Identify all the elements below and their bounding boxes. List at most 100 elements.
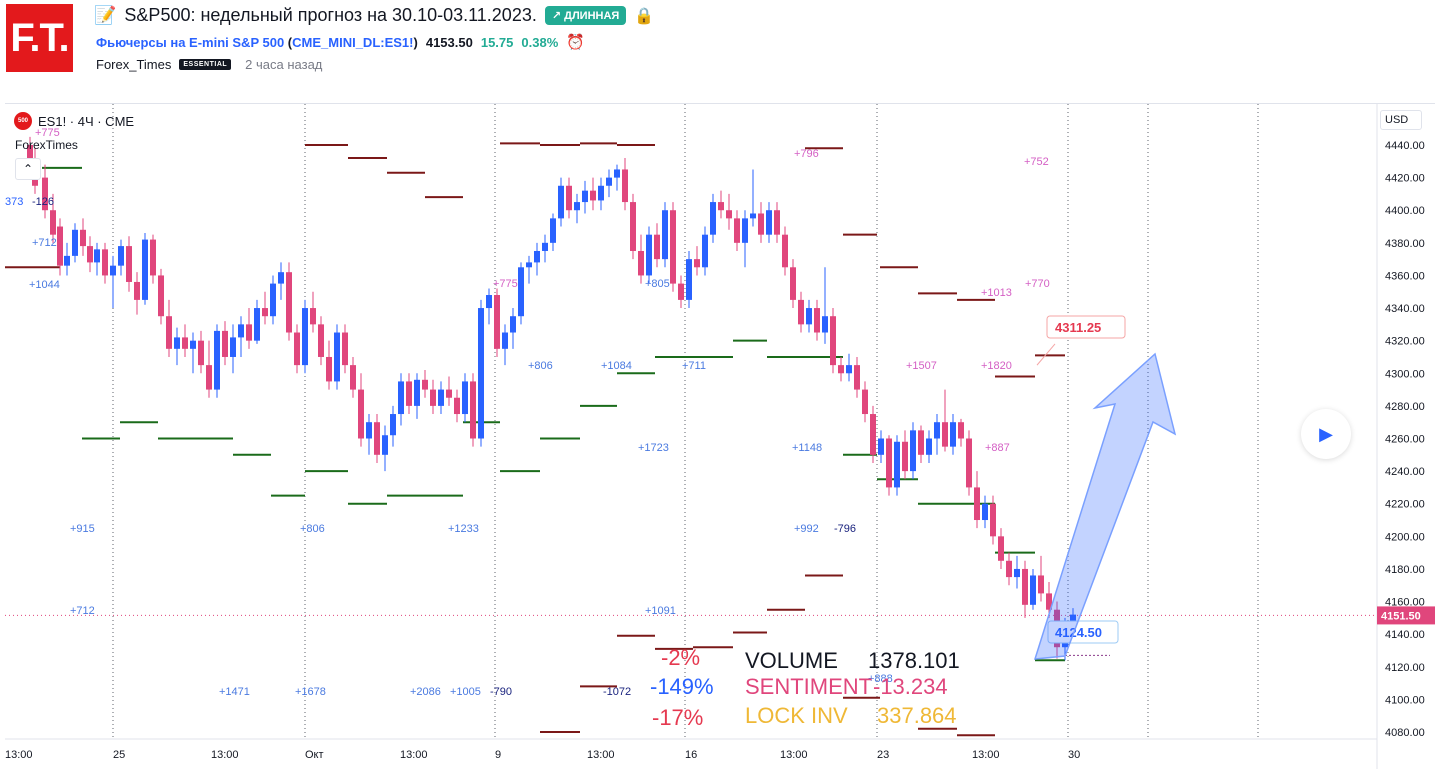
candle-body — [50, 210, 56, 235]
candle-body — [742, 218, 748, 243]
candle-body — [42, 177, 48, 211]
candle-body — [110, 265, 116, 276]
candle-body — [310, 308, 316, 325]
y-tick-label: 4320.00 — [1385, 336, 1425, 348]
candle-body — [1014, 568, 1020, 578]
candle-body — [57, 226, 63, 266]
price-annotation: +805 — [645, 278, 670, 290]
candle-body — [494, 295, 500, 349]
candle-body — [486, 295, 492, 309]
candle-body — [598, 185, 604, 201]
candle-body — [326, 356, 332, 382]
candle-body — [278, 272, 284, 284]
price-chart[interactable]: 4440.00 4420.00 4400.00 4380.00 4360.00 4340.… — [5, 104, 1435, 769]
candle-body — [574, 202, 580, 211]
y-tick-label: 4280.00 — [1385, 401, 1425, 413]
candle-body — [982, 503, 988, 521]
candle-body — [686, 259, 692, 300]
candle-body — [150, 239, 156, 276]
price-annotation: -796 — [834, 523, 856, 535]
alarm-clock-icon[interactable]: ⏰ — [566, 34, 585, 51]
last-price-marker — [1377, 606, 1435, 625]
y-tick-label: 4200.00 — [1385, 531, 1425, 543]
currency-label[interactable]: USD — [1380, 110, 1422, 130]
target-callout-box — [1046, 315, 1126, 339]
candle-body — [390, 414, 396, 436]
chart-legend[interactable]: 500 ES1! · 4Ч · CME — [14, 112, 134, 130]
candle-body — [1046, 593, 1052, 610]
title-row: 📝 S&P500: недельный прогноз на 30.10-03.… — [94, 5, 654, 26]
candle-body — [966, 438, 972, 488]
x-tick-label: 16 — [685, 749, 697, 761]
candle-body — [462, 381, 468, 415]
candle-body — [406, 381, 412, 406]
price-annotation: +1044 — [29, 279, 60, 291]
candle-body — [422, 379, 428, 390]
candle-body — [142, 239, 148, 300]
candle-body — [134, 281, 140, 300]
candle-body — [622, 169, 628, 203]
price-annotation: +1084 — [601, 360, 632, 372]
sentiment-label: SENTIMENT — [745, 674, 873, 699]
collapse-legend-button[interactable]: ⌃ — [15, 158, 41, 180]
candle-body — [302, 308, 308, 366]
candle-body — [662, 210, 668, 260]
candle-body — [430, 389, 436, 406]
price-annotation: +992 — [794, 523, 819, 535]
y-tick-label: 4140.00 — [1385, 629, 1425, 641]
candle-body — [590, 190, 596, 201]
price-annotation: +806 — [528, 360, 553, 372]
candle-body — [358, 389, 364, 439]
candle-body — [862, 389, 868, 415]
candle-body — [446, 389, 452, 398]
author-name[interactable]: Forex_Times — [96, 57, 172, 72]
play-button[interactable]: ▶ — [1301, 409, 1351, 459]
published-time: 2 часа назад — [245, 57, 323, 72]
candle-body — [350, 365, 356, 390]
y-tick-label: 4100.00 — [1385, 694, 1425, 706]
indicator-name[interactable]: ForexTimes — [15, 138, 78, 152]
candle-body — [366, 422, 372, 439]
x-tick-label: 13:00 — [972, 749, 1000, 761]
candle-body — [64, 255, 70, 266]
x-tick-label: 9 — [495, 749, 501, 761]
candle-body — [838, 365, 844, 374]
essential-badge: ESSENTIAL — [179, 59, 232, 70]
x-tick-label: 13:00 — [780, 749, 808, 761]
price-annotation: +712 — [32, 237, 57, 249]
price-annotation: +752 — [1024, 156, 1049, 168]
chart-area[interactable]: 4440.00 4420.00 4400.00 4380.00 4360.00 4340.… — [5, 103, 1435, 769]
candle-body — [646, 234, 652, 276]
candle-body — [678, 283, 684, 300]
volume-label: VOLUME — [745, 648, 838, 673]
price-annotation: +2086 — [410, 686, 441, 698]
candle-body — [990, 503, 996, 537]
candle-body — [918, 430, 924, 455]
x-tick-label: 13:00 — [587, 749, 615, 761]
candle-body — [606, 177, 612, 186]
symbol-link[interactable]: Фьючерсы на E-mini S&P 500 (CME_MINI_DL:… — [96, 34, 418, 50]
candle-body — [726, 210, 732, 219]
candle-body — [958, 422, 964, 439]
price-annotation: +915 — [70, 523, 95, 535]
candle-body — [886, 438, 892, 488]
price-annotation: +887 — [985, 442, 1010, 454]
y-tick-label: 4380.00 — [1385, 238, 1425, 250]
candle-body — [894, 441, 900, 488]
candle-body — [974, 487, 980, 521]
author-logo[interactable]: F.T. — [6, 4, 73, 72]
candle-body — [342, 332, 348, 366]
price-change: 15.75 — [480, 34, 514, 50]
idea-title: S&P500: недельный прогноз на 30.10-03.11… — [124, 5, 537, 25]
x-tick-label: Окт — [305, 749, 324, 761]
candle-body — [630, 202, 636, 251]
candle-body — [846, 365, 852, 374]
price-annotation: +1507 — [906, 360, 937, 372]
candle-body — [766, 210, 772, 235]
candle-body — [182, 337, 188, 349]
y-tick-label: 4220.00 — [1385, 499, 1425, 511]
candle-body — [526, 262, 532, 268]
candle-body — [198, 340, 204, 366]
y-tick-label: 4400.00 — [1385, 205, 1425, 217]
candle-body — [126, 246, 132, 282]
